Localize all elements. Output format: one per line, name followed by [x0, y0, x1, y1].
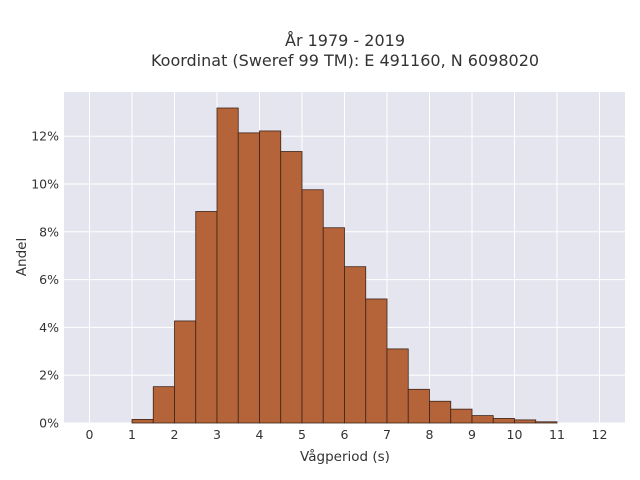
- x-tick-label: 7: [383, 427, 391, 442]
- x-tick-label: 12: [592, 427, 608, 442]
- y-tick-label: 6%: [39, 272, 59, 287]
- x-tick-label: 10: [507, 427, 523, 442]
- bar-3: [174, 320, 197, 424]
- bars-layer: [131, 107, 558, 424]
- y-tick-label: 4%: [39, 320, 59, 335]
- y-tick-label: 2%: [39, 368, 59, 383]
- x-tick-label: 6: [341, 427, 349, 442]
- bar-4: [195, 211, 218, 424]
- bar-13: [386, 348, 409, 424]
- bar-6: [237, 132, 260, 424]
- y-tick-label: 12%: [31, 129, 59, 144]
- bar-2: [152, 386, 175, 424]
- bar-11: [344, 266, 367, 424]
- x-tick-label: 2: [171, 427, 179, 442]
- bar-7: [259, 130, 282, 424]
- chart-title-line2: Koordinat (Sweref 99 TM): E 491160, N 60…: [151, 51, 539, 70]
- chart-title-line1: År 1979 - 2019: [285, 31, 405, 50]
- x-tick-label: 11: [549, 427, 565, 442]
- x-tick-label: 3: [213, 427, 221, 442]
- bar-19: [514, 419, 537, 424]
- bar-17: [471, 415, 494, 424]
- x-tick-label: 0: [86, 427, 94, 442]
- bar-16: [450, 408, 473, 424]
- x-tick-labels: 0 1 2 3 4 5 6 7 8 9 10 11 12: [86, 427, 608, 442]
- x-tick-label: 5: [298, 427, 306, 442]
- y-axis-label: Andel: [14, 238, 30, 276]
- y-tick-label: 10%: [31, 177, 59, 192]
- x-tick-label: 8: [426, 427, 434, 442]
- bar-1: [131, 419, 154, 424]
- y-tick-label: 0%: [39, 416, 59, 431]
- bar-20: [535, 421, 558, 424]
- x-axis-label: Vågperiod (s): [300, 448, 390, 465]
- y-tick-labels: 0% 2% 4% 6% 8% 10% 12%: [31, 129, 59, 431]
- y-tick-label: 8%: [39, 224, 59, 239]
- bar-14: [407, 388, 430, 424]
- bar-15: [429, 400, 452, 424]
- bar-10: [322, 227, 345, 424]
- x-tick-label: 4: [256, 427, 264, 442]
- x-tick-label: 1: [128, 427, 136, 442]
- bar-8: [280, 151, 303, 424]
- x-tick-label: 9: [468, 427, 476, 442]
- bar-5: [216, 107, 239, 424]
- bar-18: [492, 418, 515, 424]
- bar-12: [365, 298, 388, 424]
- bar-9: [301, 189, 324, 424]
